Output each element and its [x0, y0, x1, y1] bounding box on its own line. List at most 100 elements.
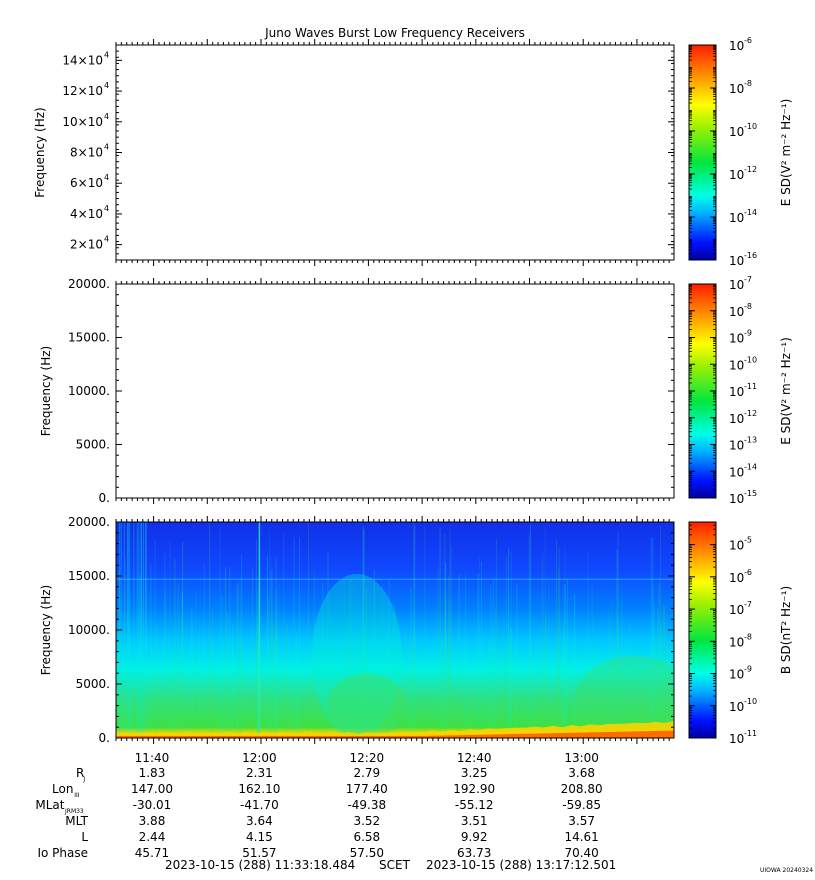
ephemeris-value: -41.70: [240, 798, 279, 812]
y-tick-label-exponent: 4: [104, 50, 109, 59]
spectrogram-background: [116, 522, 674, 738]
ephemeris-value: 3.57: [568, 814, 595, 828]
colorbar-label-exponent: -14: [744, 208, 757, 217]
ephemeris-row-name: R: [76, 766, 84, 780]
low-freq-enhancement: [574, 655, 674, 738]
ephemeris-row-name: MLT: [65, 814, 88, 828]
ephemeris-value: 3.68: [568, 766, 595, 780]
ephemeris-value: 70.40: [564, 846, 598, 860]
y-tick-label-exponent: 4: [104, 235, 109, 244]
ephemeris-value: 1.83: [139, 766, 166, 780]
colorbar-label: 10: [729, 571, 744, 585]
colorbar-label-exponent: -11: [744, 729, 757, 738]
colorbar-label: 10: [729, 254, 744, 268]
ephemeris-row-subscript: J: [82, 776, 85, 783]
panel-2-e-field-low: 0. 5000. 10000. 15000. 20000. Frequency (Hz) 1…: [39, 275, 793, 506]
colorbar-label: 10: [729, 358, 744, 372]
colorbar-label: 10: [729, 305, 744, 319]
ephemeris-value: 2.79: [353, 766, 380, 780]
y-tick-label: 15000.: [68, 569, 110, 583]
footer-end-time: 2023-10-15 (288) 13:17:12.501: [426, 858, 616, 872]
ephemeris-table: R J 1.83 2.31 2.79 3.25 3.68 Lon III 147.00 162.10…: [35, 766, 602, 860]
colorbar-label-exponent: -7: [744, 275, 752, 284]
y-tick-label: 5000.: [76, 677, 110, 691]
y-tick-label: 6×10: [70, 176, 103, 190]
ephemeris-value: 3.52: [353, 814, 380, 828]
colorbar-axis-label: E SD(V² m⁻² Hz⁻¹): [779, 99, 793, 207]
ephemeris-value: 45.71: [135, 846, 169, 860]
colorbar-label: 10: [729, 700, 744, 714]
y-tick-label: 12×10: [62, 84, 103, 98]
colorbar-label-exponent: -9: [744, 329, 752, 338]
ephemeris-value: 208.80: [561, 782, 603, 796]
y-tick-label: 4×10: [70, 207, 103, 221]
colorbar-label-exponent: -8: [744, 302, 752, 311]
colorbar-label: 10: [729, 492, 744, 506]
colorbar-label-exponent: -10: [744, 122, 757, 131]
colorbar-axis-label: E SD(V² m⁻² Hz⁻¹): [779, 337, 793, 445]
colorbar-label: 10: [729, 439, 744, 453]
colorbar-label-exponent: -16: [744, 251, 757, 260]
ephemeris-value: -49.38: [347, 798, 386, 812]
colorbar-label: 10: [729, 539, 744, 553]
plot-frame: [115, 44, 675, 261]
watermark: UIOWA 20240324: [760, 867, 813, 874]
x-tick-label: 12:40: [457, 751, 492, 765]
ephemeris-value: -30.01: [133, 798, 172, 812]
ephemeris-value: 177.40: [346, 782, 388, 796]
colorbar-label-exponent: -14: [744, 462, 757, 471]
y-tick-label-exponent: 4: [104, 81, 109, 90]
y-tick-label: 20000.: [68, 515, 110, 529]
colorbar-label-exponent: -7: [744, 600, 752, 609]
colorbar-label-exponent: -9: [744, 665, 752, 674]
figure-title: Juno Waves Burst Low Frequency Receivers: [264, 26, 525, 40]
panel-3-b-field-spectrogram: 0. 5000. 10000. 15000. 20000. Frequency (Hz) 1…: [39, 515, 793, 765]
ephemeris-row-name: MLat: [35, 798, 64, 812]
colorbar-label-exponent: -6: [744, 568, 752, 577]
ephemeris-value: 147.00: [131, 782, 173, 796]
footer-start-time: 2023-10-15 (288) 11:33:18.484: [165, 858, 355, 872]
ephemeris-row-subscript: JRM33: [64, 808, 84, 815]
y-tick-label: 8×10: [70, 146, 103, 160]
y-axis-label: Frequency (Hz): [33, 107, 47, 198]
y-tick-label: 0.: [99, 731, 110, 745]
colorbar-label: 10: [729, 465, 744, 479]
y-tick-label: 2×10: [70, 238, 103, 252]
y-tick-label-exponent: 4: [104, 173, 109, 182]
colorbar-label-exponent: -15: [744, 489, 757, 498]
ephemeris-value: 6.58: [353, 830, 380, 844]
y-axis-label: Frequency (Hz): [39, 585, 53, 676]
ephemeris-row-name: L: [81, 830, 88, 844]
colorbar-label: 10: [729, 39, 744, 53]
ephemeris-value: 162.10: [238, 782, 280, 796]
colorbar-label-exponent: -8: [744, 632, 752, 641]
y-axis-label: Frequency (Hz): [39, 346, 53, 437]
ephemeris-value: 57.50: [350, 846, 384, 860]
ephemeris-value: 4.15: [246, 830, 273, 844]
emission-feature: [311, 573, 402, 738]
y-tick-label: 0.: [99, 491, 110, 505]
plot-frame: [115, 283, 675, 499]
colorbar-label-exponent: -8: [744, 79, 752, 88]
colorbar-label: 10: [729, 211, 744, 225]
ephemeris-row-subscript: III: [74, 792, 80, 799]
colorbar-label: 10: [729, 732, 744, 746]
x-tick-label: 13:00: [564, 751, 599, 765]
colorbar-label: 10: [729, 168, 744, 182]
y-tick-label: 20000.: [68, 277, 110, 291]
y-tick-label: 15000.: [68, 331, 110, 345]
colorbar-label-exponent: -13: [744, 436, 757, 445]
ephemeris-row-name: Io Phase: [37, 846, 88, 860]
y-tick-label: 14×10: [62, 53, 103, 67]
colorbar-label: 10: [729, 82, 744, 96]
colorbar-label-exponent: -10: [744, 355, 757, 364]
low-freq-band-core: [116, 730, 674, 738]
y-tick-label-exponent: 4: [104, 204, 109, 213]
colorbar-label: 10: [729, 125, 744, 139]
colorbar: [688, 521, 717, 739]
colorbar-label: 10: [729, 668, 744, 682]
colorbar-axis-label: B SD(nT² Hz⁻¹): [779, 586, 793, 674]
x-tick-label: 12:00: [242, 751, 277, 765]
colorbar-label-exponent: -10: [744, 697, 757, 706]
